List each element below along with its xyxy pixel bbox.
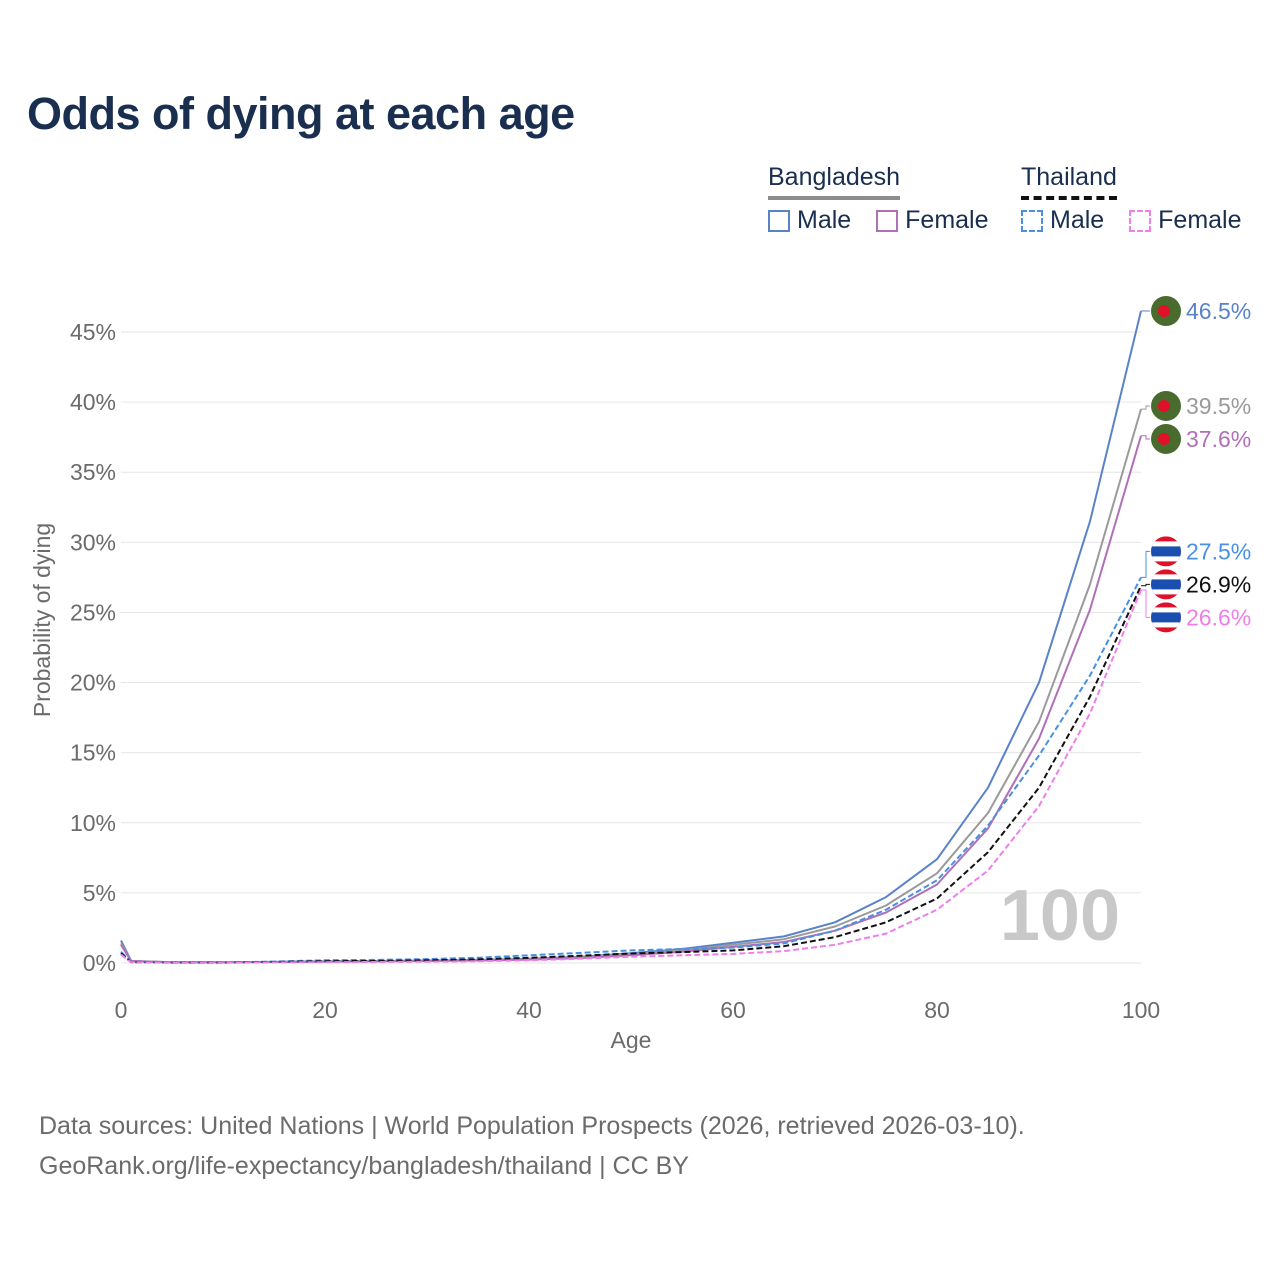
end-labels: 46.5% 39.5% 37.6% 27.5% 26.9% 26.6%: [1141, 295, 1251, 633]
legend-group-thailand: Thailand Male Female: [1021, 163, 1260, 239]
end-label-thailand-male: 27.5%: [1186, 538, 1251, 564]
footer-source: Data sources: United Nations | World Pop…: [39, 1112, 1025, 1140]
y-axis-label: Probability of dying: [29, 523, 55, 717]
legend-swatch-thailand-female: [1129, 209, 1152, 232]
series-line-thailand-both[interactable]: [120, 585, 1142, 964]
legend-country-thailand: Thailand: [1021, 163, 1117, 200]
y-tick-label: 15%: [70, 740, 116, 766]
end-connector-thailand-female: [1141, 589, 1150, 618]
footer: Data sources: United Nations | World Pop…: [39, 1106, 1025, 1186]
end-connector-bangladesh-both: [1141, 405, 1150, 410]
y-tick-label: 0%: [83, 950, 116, 976]
bangladesh-flag-icon: [1151, 295, 1181, 326]
x-axis-ticks: 0 20 40 60 80 100: [115, 997, 1161, 1023]
chart-plot: 100 0% 5% 10% 15% 20% 25% 30% 35% 40% 45% 0 20 40 60…: [29, 295, 1251, 1053]
series-lines: [120, 310, 1142, 964]
end-label-bangladesh-female: 37.6%: [1186, 426, 1251, 452]
legend-label-thailand-female: Female: [1158, 206, 1242, 234]
y-axis-ticks: 0% 5% 10% 15% 20% 25% 30% 35% 40% 45%: [70, 319, 116, 976]
y-tick-label: 5%: [83, 880, 116, 906]
legend-swatch-thailand-male: [1021, 209, 1043, 232]
y-tick-label: 40%: [70, 389, 116, 415]
footer-link[interactable]: GeoRank.org/life-expectancy/bangladesh/t…: [39, 1152, 689, 1180]
series-line-bangladesh-both[interactable]: [120, 408, 1142, 964]
legend-item-bangladesh-female[interactable]: Female: [876, 206, 989, 235]
bangladesh-flag-icon: [1151, 390, 1181, 421]
x-tick-label: 20: [312, 997, 338, 1023]
legend-label-bangladesh-female: Female: [905, 206, 989, 234]
legend-label-bangladesh-male: Male: [797, 206, 852, 234]
x-tick-label: 0: [115, 997, 128, 1023]
legend-item-bangladesh-male[interactable]: Male: [768, 206, 851, 235]
y-tick-label: 30%: [70, 529, 116, 555]
legend-swatch-bangladesh-female: [876, 209, 899, 232]
grid-lines: [121, 331, 1141, 964]
bangladesh-flag-icon: [1151, 423, 1181, 454]
y-tick-label: 20%: [70, 670, 116, 696]
y-tick-label: 35%: [70, 459, 116, 485]
legend-swatch-bangladesh-male: [768, 209, 790, 232]
legend-label-thailand-male: Male: [1050, 206, 1105, 234]
legend-item-thailand-male[interactable]: Male: [1021, 206, 1104, 235]
thailand-flag-icon: [1151, 602, 1181, 633]
age-watermark: 100: [1000, 876, 1120, 956]
y-tick-label: 10%: [70, 810, 116, 836]
x-axis-label: Age: [611, 1027, 652, 1053]
x-tick-label: 40: [516, 997, 542, 1023]
series-line-thailand-female[interactable]: [120, 589, 1142, 964]
end-label-thailand-female: 26.6%: [1186, 604, 1251, 630]
x-tick-label: 100: [1122, 997, 1160, 1023]
thailand-flag-icon: [1151, 536, 1181, 567]
x-tick-label: 60: [720, 997, 746, 1023]
series-line-thailand-male[interactable]: [120, 576, 1142, 964]
thailand-flag-icon: [1151, 569, 1181, 600]
y-tick-label: 45%: [70, 319, 116, 345]
end-label-bangladesh-male: 46.5%: [1186, 298, 1251, 324]
end-label-bangladesh-both: 39.5%: [1186, 393, 1251, 419]
legend-group-bangladesh: Bangladesh Male Female: [768, 163, 1007, 239]
series-line-bangladesh-male[interactable]: [120, 310, 1142, 964]
series-line-bangladesh-female[interactable]: [120, 435, 1142, 964]
legend-country-bangladesh: Bangladesh: [768, 163, 901, 200]
legend-item-thailand-female[interactable]: Female: [1129, 206, 1242, 235]
y-tick-label: 25%: [70, 599, 116, 625]
end-label-thailand-both: 26.9%: [1186, 571, 1251, 597]
x-tick-label: 80: [924, 997, 950, 1023]
end-connector-bangladesh-female: [1141, 435, 1150, 440]
end-connector-thailand-male: [1141, 550, 1150, 578]
chart-title: Odds of dying at each age: [27, 88, 575, 139]
end-connector-thailand-both: [1141, 583, 1150, 587]
